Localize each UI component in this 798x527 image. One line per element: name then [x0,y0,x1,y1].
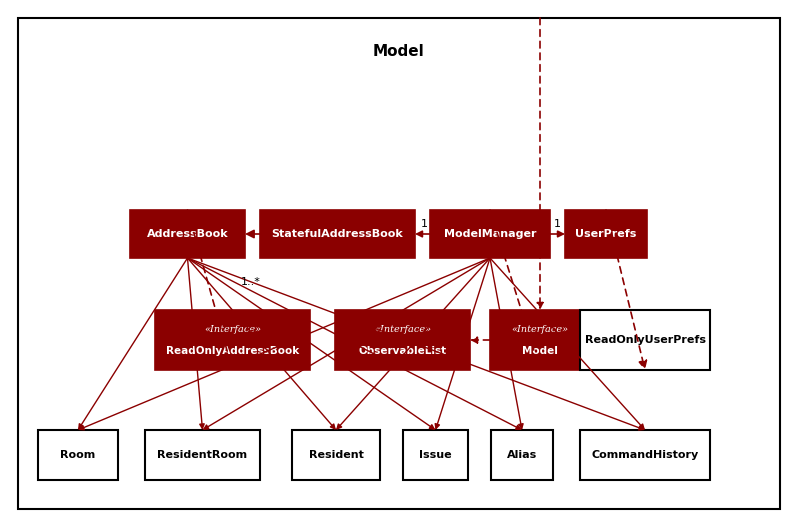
Bar [403,430,468,480]
Bar [38,430,118,480]
Text: Issue: Issue [419,450,452,460]
Text: «Interface»: «Interface» [374,325,431,334]
Bar [145,430,260,480]
Text: AddressBook: AddressBook [147,229,228,239]
Text: ReadOnlyAddressBook: ReadOnlyAddressBook [166,346,299,356]
Text: Alias: Alias [507,450,537,460]
Bar [155,310,310,370]
Bar [260,210,415,258]
Bar [130,210,245,258]
Text: 1..*: 1..* [240,277,260,287]
Bar [580,310,710,370]
Text: ModelManager: ModelManager [444,229,536,239]
Text: 1: 1 [554,219,561,229]
Text: Model: Model [373,44,425,60]
Text: ObservableList: ObservableList [358,346,447,356]
Bar [335,310,470,370]
Text: Model: Model [522,346,558,356]
Bar [430,210,550,258]
Text: ReadOnlyUserPrefs: ReadOnlyUserPrefs [584,335,705,345]
Text: Resident: Resident [309,450,363,460]
Text: «Interface»: «Interface» [512,325,568,334]
Text: CommandHistory: CommandHistory [591,450,698,460]
Bar [580,430,710,480]
Text: UserPrefs: UserPrefs [575,229,637,239]
Bar [292,430,380,480]
Bar [565,210,647,258]
Text: 1: 1 [421,219,428,229]
Text: StatefulAddressBook: StatefulAddressBook [271,229,403,239]
Bar [491,430,553,480]
Text: ResidentRoom: ResidentRoom [157,450,247,460]
Bar [490,310,590,370]
Text: Room: Room [61,450,96,460]
Text: «Interface»: «Interface» [204,325,261,334]
